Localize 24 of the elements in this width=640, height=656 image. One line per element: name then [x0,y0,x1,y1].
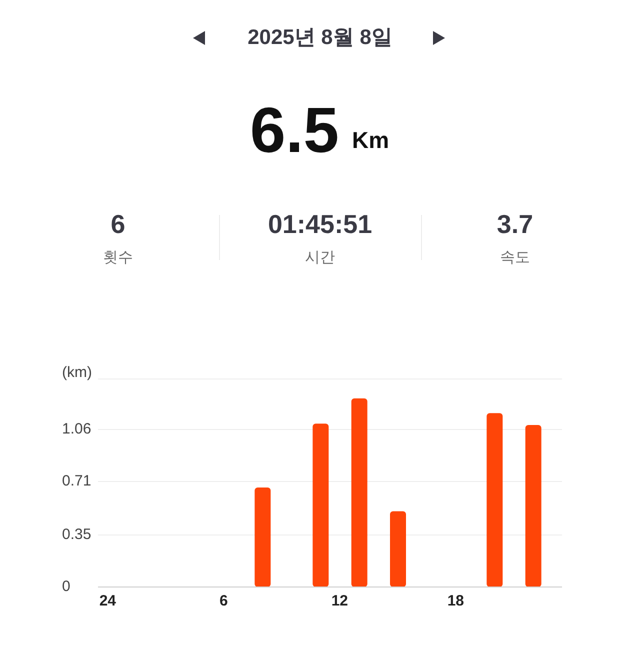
chart-title: 2025년 8월 8일 [246,26,394,49]
text: 횟수 [102,249,134,266]
bar [351,398,368,587]
text: 3.7 [496,209,534,239]
text: 01:45:51 [266,209,374,239]
text: 6 [110,209,126,239]
bar [254,487,271,587]
bar [390,511,406,587]
y-tick-label: 0 [62,578,70,595]
x-tick-label: 24 [99,592,117,610]
text: 6.5 [250,94,339,166]
y-axis-title: (km) [62,364,92,381]
bar [312,424,329,587]
text: 속도 [499,249,531,266]
y-tick-label: 0.71 [62,472,92,490]
x-tick-label: 18 [447,592,464,610]
bar [486,413,503,587]
bar [525,425,542,587]
y-tick-label: 1.06 [62,420,92,438]
x-tick-label: 6 [219,592,228,610]
text: 시간 [304,249,336,266]
x-tick-label: 12 [331,592,348,610]
text: Km [352,127,390,153]
y-tick-label: 0.35 [62,526,92,543]
